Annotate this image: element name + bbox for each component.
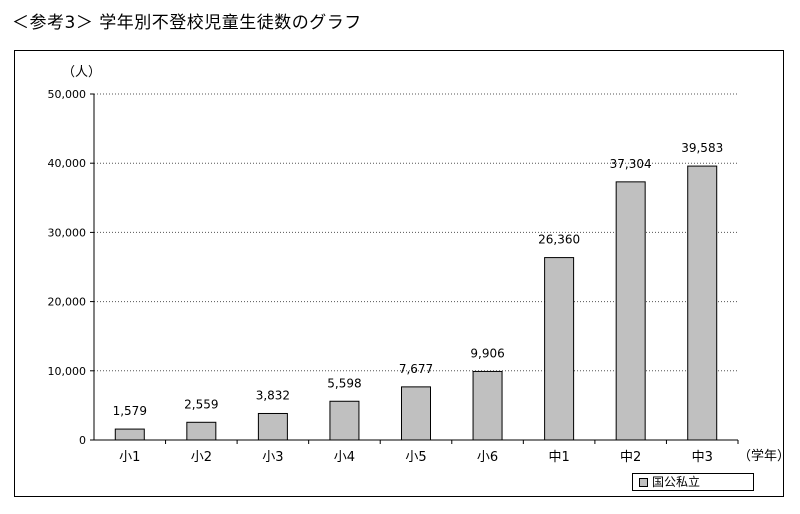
bar-小6 (472, 370, 503, 441)
bar-中3 (687, 165, 718, 441)
data-label: 3,832 (256, 388, 290, 402)
x-tick-label: 小4 (334, 450, 355, 465)
data-label: 26,360 (538, 233, 580, 247)
x-tick-label: 小6 (477, 450, 498, 465)
legend-swatch (639, 477, 648, 487)
legend: 国公私立 (632, 473, 754, 491)
x-tick-label: 中1 (548, 450, 569, 465)
x-tick-label: 中2 (620, 450, 641, 465)
bar-小4 (329, 400, 360, 441)
legend-label: 国公私立 (652, 475, 701, 489)
bar-中1 (544, 257, 575, 441)
bar-中2 (615, 181, 646, 441)
x-tick-label: 小2 (191, 450, 212, 465)
x-tick-label: 小5 (405, 450, 426, 465)
x-tick-label: 小1 (119, 450, 140, 465)
y-tick-label: 50,000 (48, 88, 87, 101)
data-label: 39,583 (681, 141, 723, 155)
data-label: 5,598 (327, 376, 361, 390)
data-label: 7,677 (399, 362, 433, 376)
x-tick-label: 中3 (692, 450, 713, 465)
x-tick-label: 小3 (262, 450, 283, 465)
y-unit-label: （人） (62, 65, 101, 80)
labels: 0 10,000 20,000 30,000 40,000 50,000 1,579 小1 2,… (48, 88, 724, 465)
bar-小5 (401, 386, 431, 441)
chart-frame (14, 50, 784, 497)
data-label: 37,304 (610, 157, 652, 171)
bar-小1 (114, 428, 145, 441)
y-tick-label: 0 (79, 434, 86, 447)
x-axis-label: （学年） (738, 448, 790, 464)
bars (114, 165, 718, 441)
grid-lines (94, 93, 738, 372)
y-tick-label: 10,000 (48, 365, 87, 378)
bar-小2 (186, 421, 217, 441)
page-title: ＜参考3＞ 学年別不登校児童生徒数のグラフ (12, 13, 362, 33)
bar-小3 (257, 412, 288, 441)
y-tick-label: 20,000 (48, 296, 87, 309)
data-label: 9,906 (470, 346, 504, 360)
y-tick-label: 30,000 (48, 226, 87, 239)
y-tick-label: 40,000 (48, 157, 87, 170)
data-label: 1,579 (113, 404, 147, 418)
axes (90, 93, 739, 444)
data-label: 2,559 (184, 397, 218, 411)
